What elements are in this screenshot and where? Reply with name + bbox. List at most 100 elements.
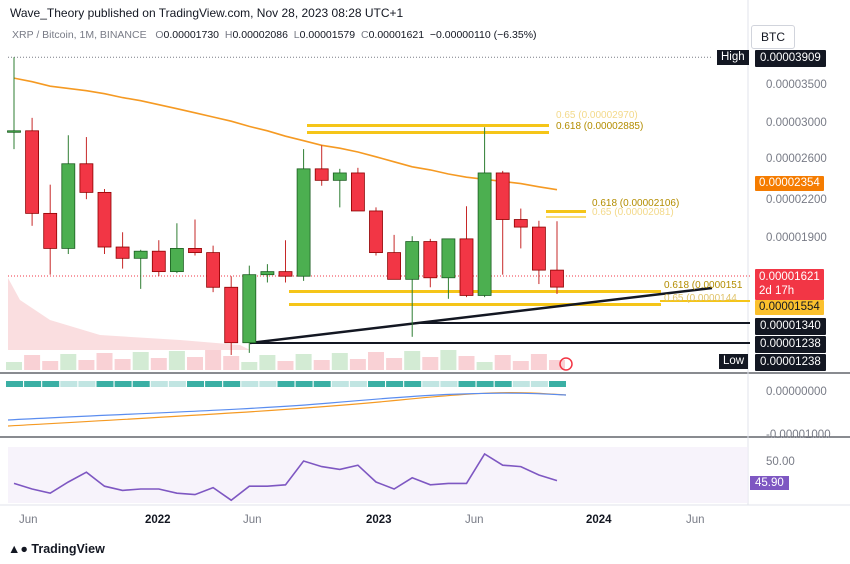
y-tick: 0.00003500 bbox=[766, 79, 827, 91]
candle-body bbox=[169, 248, 184, 273]
volume-bar bbox=[458, 356, 475, 370]
x-tick: Jun bbox=[686, 514, 705, 526]
candle-body bbox=[206, 252, 221, 288]
macd-histogram-bar bbox=[114, 381, 132, 387]
volume-bar bbox=[404, 351, 421, 370]
volume-bar bbox=[259, 355, 276, 370]
x-tick: Jun bbox=[19, 514, 38, 526]
currency-button[interactable]: BTC bbox=[751, 25, 795, 49]
high-label: H bbox=[224, 29, 233, 41]
rsi-line bbox=[13, 452, 558, 502]
macd-histogram-bar bbox=[440, 381, 458, 387]
fib-label-upper-65: 0.65 (0.00002970) bbox=[556, 110, 638, 121]
macd-histogram-bar bbox=[530, 381, 548, 387]
candle-body bbox=[242, 274, 257, 344]
candle-body bbox=[423, 241, 438, 279]
trendline bbox=[249, 286, 713, 345]
volume-bar bbox=[386, 358, 403, 370]
support2-price-tag: 0.00001238 bbox=[755, 336, 826, 353]
volume-bar bbox=[132, 352, 149, 370]
macd-histogram-bar bbox=[331, 381, 349, 387]
fib-label-mid-618: 0.618 (0.00002106) bbox=[592, 198, 680, 209]
candle-body bbox=[43, 212, 58, 249]
fib-line-upper-618 bbox=[307, 131, 549, 134]
candle-body bbox=[513, 219, 528, 228]
macd-signal-line bbox=[7, 391, 567, 427]
macd-y-tick: 0.00000000 bbox=[766, 386, 827, 398]
countdown: 2d 17h bbox=[759, 285, 795, 297]
candle-body bbox=[314, 168, 329, 181]
fib-line-mid-618 bbox=[546, 210, 586, 213]
fib-label-upper-618: 0.618 (0.00002885) bbox=[556, 121, 644, 132]
macd-histogram-bar bbox=[24, 381, 42, 387]
candle-body bbox=[224, 286, 239, 344]
close-value: 0.00001621 bbox=[368, 29, 425, 41]
candle-body bbox=[405, 241, 420, 280]
publish-header: Wave_Theory published on TradingView.com… bbox=[10, 6, 404, 20]
macd-histogram-bar bbox=[512, 381, 530, 387]
volume-bar bbox=[494, 355, 511, 370]
fib-price-tag: 0.00001554 bbox=[755, 300, 824, 315]
candle-body bbox=[151, 250, 166, 273]
last-price: 0.00001621 bbox=[759, 271, 820, 283]
macd-histogram-bar bbox=[295, 381, 313, 387]
macd-histogram-bar bbox=[187, 381, 204, 387]
macd-histogram-bar bbox=[241, 381, 259, 387]
volume-bar bbox=[512, 361, 529, 370]
fib-line-lower-618 bbox=[289, 290, 661, 293]
tv-logo-icon: ▲● bbox=[8, 542, 28, 556]
candle-body bbox=[550, 269, 564, 288]
fib-label-mid-65: 0.65 (0.00002081) bbox=[592, 207, 674, 218]
macd-histogram-bar bbox=[549, 381, 566, 387]
support-price-tag: 0.00001340 bbox=[755, 318, 826, 335]
macd-histogram-bar bbox=[368, 381, 385, 387]
candle-body bbox=[7, 130, 21, 133]
fib-label-lower-65: 0.65 (0.0000144 bbox=[664, 293, 737, 304]
macd-histogram-bar bbox=[205, 381, 223, 387]
macd-histogram-bar bbox=[42, 381, 60, 387]
macd-histogram-bar bbox=[313, 381, 331, 387]
candle-body bbox=[441, 238, 456, 279]
volume-bar bbox=[150, 358, 167, 370]
macd-histogram-bar bbox=[494, 381, 512, 387]
macd-histogram-bar bbox=[404, 381, 422, 387]
y-tick: 0.00003000 bbox=[766, 117, 827, 129]
volume-bar bbox=[440, 350, 457, 370]
volume-bar bbox=[295, 354, 312, 370]
symbol-info-bar: XRP / Bitcoin, 1M, BINANCE O0.00001730 H… bbox=[12, 29, 537, 41]
macd-histogram-bar bbox=[168, 381, 186, 387]
macd-histogram-bar bbox=[132, 381, 150, 387]
volume-bar bbox=[241, 362, 258, 370]
brand-name: TradingView bbox=[31, 542, 105, 556]
macd-histogram-bar bbox=[96, 381, 114, 387]
candle-body bbox=[97, 191, 112, 248]
macd-histogram-bar bbox=[150, 381, 168, 387]
last-price-tag: 0.00001621 2d 17h bbox=[755, 269, 824, 300]
candle-body bbox=[278, 271, 293, 277]
candle-body bbox=[296, 168, 311, 277]
volume-bar bbox=[205, 350, 222, 370]
rsi-band bbox=[8, 447, 748, 503]
symbol-title[interactable]: XRP / Bitcoin, 1M, BINANCE bbox=[12, 29, 147, 41]
macd-histogram-bar bbox=[476, 381, 494, 387]
volume-area bbox=[8, 278, 250, 350]
candle-body bbox=[532, 226, 546, 271]
macd-histogram-bar bbox=[277, 381, 295, 387]
open-label: O bbox=[155, 29, 164, 41]
volume-bar bbox=[114, 359, 131, 370]
ma-price-tag: 0.00002354 bbox=[755, 176, 824, 191]
x-tick: 2023 bbox=[366, 514, 392, 526]
candle-body bbox=[115, 246, 130, 259]
x-tick: 2022 bbox=[145, 514, 171, 526]
low-label: L bbox=[293, 29, 300, 41]
tradingview-logo: ▲● TradingView bbox=[8, 542, 105, 556]
low-price-tag: 0.00001238 bbox=[755, 354, 826, 371]
volume-bar bbox=[223, 356, 240, 370]
candle-body bbox=[459, 238, 474, 296]
low-value: 0.00001579 bbox=[299, 29, 356, 41]
fib-level-line bbox=[660, 300, 750, 302]
y-tick: 0.00001900 bbox=[766, 232, 827, 244]
y-tick: 0.00002200 bbox=[766, 194, 827, 206]
volume-bar bbox=[331, 353, 348, 370]
